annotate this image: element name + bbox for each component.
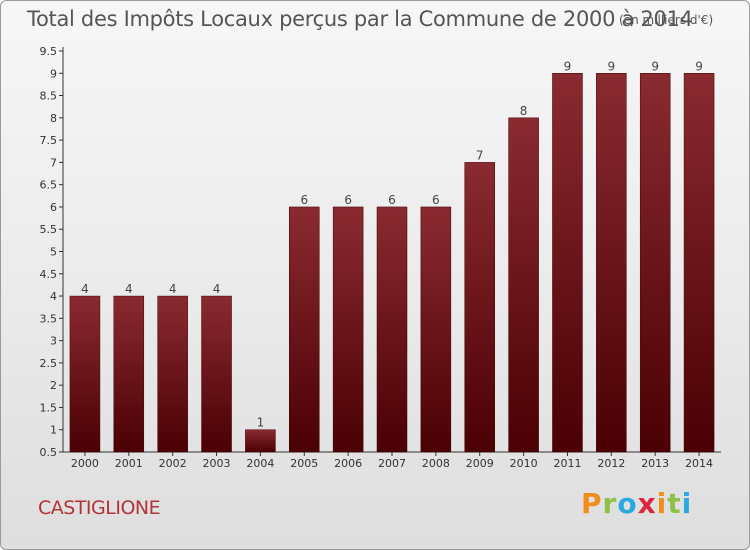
x-tick-label: 2004 xyxy=(246,457,274,470)
x-tick-label: 2012 xyxy=(597,457,625,470)
y-tick-label: 6 xyxy=(50,201,57,214)
logo-letter: i xyxy=(681,487,693,520)
y-tick-label: 0.5 xyxy=(40,446,58,459)
y-tick-label: 1.5 xyxy=(40,401,58,414)
bar xyxy=(113,295,145,453)
bar-value-label: 6 xyxy=(344,193,352,207)
bar-value-label: 7 xyxy=(476,148,484,162)
bar xyxy=(332,206,364,453)
bar-value-label: 6 xyxy=(300,193,308,207)
bar xyxy=(420,206,452,453)
bar xyxy=(157,295,188,453)
x-tick-label: 2002 xyxy=(159,457,187,470)
x-tick-label: 2001 xyxy=(115,457,143,470)
y-tick-label: 8 xyxy=(50,112,57,125)
bar-value-label: 4 xyxy=(125,282,133,296)
logo-letter: t xyxy=(667,487,682,520)
bar-value-label: 9 xyxy=(695,59,703,73)
bar xyxy=(376,206,408,453)
x-tick-label: 2010 xyxy=(510,457,538,470)
y-tick-label: 4.5 xyxy=(40,268,58,281)
x-tick-label: 2014 xyxy=(685,457,713,470)
y-tick-label: 7.5 xyxy=(40,134,58,147)
bar xyxy=(596,73,627,453)
logo-letter: i xyxy=(656,487,668,520)
bar-value-label: 6 xyxy=(432,193,440,207)
x-tick-label: 2011 xyxy=(553,457,581,470)
x-tick-label: 2008 xyxy=(422,457,450,470)
bar xyxy=(639,73,671,453)
logo-letter: x xyxy=(637,487,657,520)
bar-value-label: 8 xyxy=(520,104,528,118)
x-tick-label: 2013 xyxy=(641,457,669,470)
bar xyxy=(683,73,715,453)
x-tick-label: 2006 xyxy=(334,457,362,470)
y-tick-label: 9 xyxy=(50,67,57,80)
logo-letter: P xyxy=(581,487,603,520)
commune-name: CASTIGLIONE xyxy=(38,497,161,519)
y-tick-label: 3.5 xyxy=(40,312,58,325)
x-tick-label: 2005 xyxy=(290,457,318,470)
bar xyxy=(289,206,320,453)
x-tick-label: 2009 xyxy=(466,457,494,470)
y-tick-label: 6.5 xyxy=(40,179,58,192)
y-tick-label: 9.5 xyxy=(40,45,58,58)
bar-value-label: 4 xyxy=(81,282,89,296)
logo-letter: o xyxy=(617,487,638,520)
y-tick-label: 3 xyxy=(50,335,57,348)
bar xyxy=(464,162,495,453)
logo-letter: r xyxy=(602,487,618,520)
x-tick-label: 2007 xyxy=(378,457,406,470)
x-tick-label: 2003 xyxy=(203,457,231,470)
bar-value-label: 1 xyxy=(257,416,265,430)
y-tick-label: 1 xyxy=(50,424,57,437)
y-tick-label: 2 xyxy=(50,379,57,392)
bar xyxy=(508,117,539,453)
bar-value-label: 4 xyxy=(213,282,221,296)
y-tick-label: 4 xyxy=(50,290,57,303)
bar-value-label: 6 xyxy=(388,193,396,207)
bar xyxy=(552,73,583,453)
chart-title: Total des Impôts Locaux perçus par la Co… xyxy=(27,7,693,31)
bar xyxy=(201,295,232,453)
y-tick-label: 7 xyxy=(50,156,57,169)
y-tick-label: 5 xyxy=(50,246,57,259)
bar xyxy=(245,429,276,453)
proxiti-logo: Proxiti xyxy=(581,487,692,520)
bar-value-label: 4 xyxy=(169,282,177,296)
bar-value-label: 9 xyxy=(564,59,572,73)
y-tick-label: 2.5 xyxy=(40,357,58,370)
y-tick-label: 5.5 xyxy=(40,223,58,236)
bar xyxy=(69,295,101,453)
y-tick-label: 8.5 xyxy=(40,90,58,103)
bar-value-label: 9 xyxy=(608,59,616,73)
bar-value-label: 9 xyxy=(651,59,659,73)
chart-unit-note: (en milliers d'€) xyxy=(619,13,714,27)
x-tick-label: 2000 xyxy=(71,457,99,470)
